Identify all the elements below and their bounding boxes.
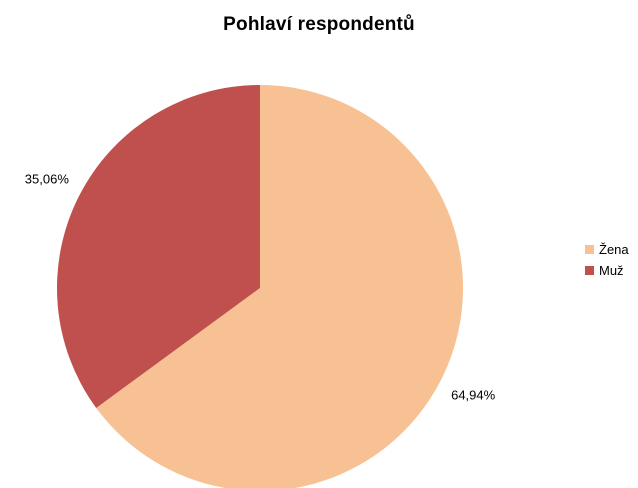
pie-data-labels: 64,94% 35,06%: [25, 171, 496, 402]
legend-swatch-zena: [585, 245, 594, 254]
legend-label-zena: Žena: [599, 242, 629, 257]
pie-slice-zena: [96, 85, 463, 488]
data-label-muz: 35,06%: [25, 171, 70, 186]
chart-title: Pohlaví respondentů: [223, 14, 415, 35]
pie-slice-muz: [57, 84, 260, 408]
legend-item-zena: Žena: [585, 239, 629, 260]
legend-item-muz: Muž: [585, 260, 629, 281]
legend-swatch-muz: [585, 266, 594, 275]
pie-slices: [57, 84, 463, 488]
data-label-zena: 64,94%: [451, 388, 496, 403]
legend: Žena Muž: [585, 239, 629, 281]
legend-label-muz: Muž: [599, 263, 624, 278]
